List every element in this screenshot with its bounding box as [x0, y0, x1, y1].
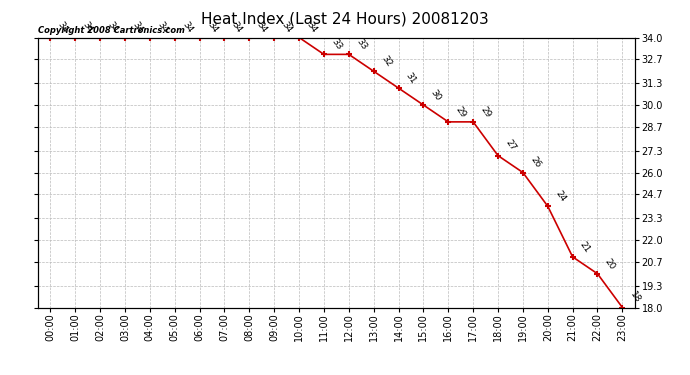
Text: 29: 29 — [454, 105, 468, 119]
Text: 32: 32 — [380, 54, 393, 69]
Text: 34: 34 — [81, 20, 95, 35]
Text: 33: 33 — [330, 37, 344, 52]
Text: 20: 20 — [603, 256, 617, 271]
Text: 31: 31 — [404, 71, 418, 86]
Text: 24: 24 — [553, 189, 567, 204]
Text: 18: 18 — [628, 290, 642, 305]
Text: 27: 27 — [504, 138, 518, 153]
Text: 34: 34 — [304, 20, 319, 35]
Text: 34: 34 — [106, 20, 119, 35]
Text: Heat Index (Last 24 Hours) 20081203: Heat Index (Last 24 Hours) 20081203 — [201, 11, 489, 26]
Text: 34: 34 — [205, 20, 219, 35]
Text: 34: 34 — [155, 20, 169, 35]
Text: 29: 29 — [479, 105, 493, 119]
Text: 34: 34 — [130, 20, 144, 35]
Text: 34: 34 — [56, 20, 70, 35]
Text: 30: 30 — [429, 88, 443, 102]
Text: 34: 34 — [279, 20, 294, 35]
Text: 34: 34 — [230, 20, 244, 35]
Text: Copyright 2008 Cartronics.com: Copyright 2008 Cartronics.com — [38, 26, 185, 35]
Text: 34: 34 — [180, 20, 194, 35]
Text: 21: 21 — [578, 240, 592, 254]
Text: 34: 34 — [255, 20, 269, 35]
Text: 26: 26 — [529, 155, 542, 170]
Text: 33: 33 — [355, 37, 368, 52]
